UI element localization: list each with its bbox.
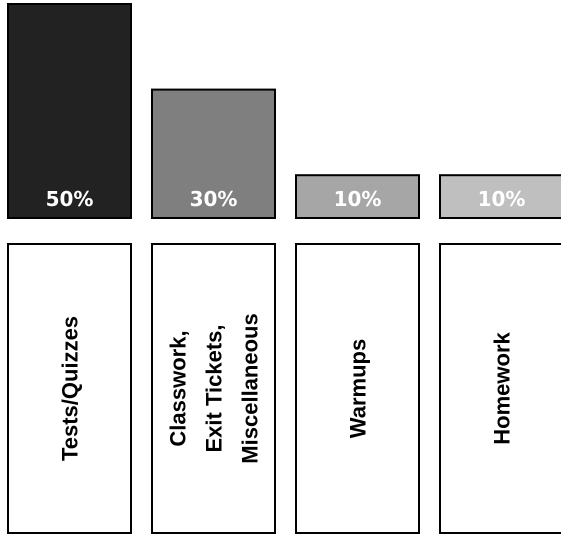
category-label-line: Warmups <box>346 339 371 438</box>
category-label-line: Homework <box>490 332 515 445</box>
bar-3 <box>295 174 420 219</box>
category-label-4: Homework <box>490 332 515 445</box>
category-label-line: Exit Tickets, <box>202 325 227 453</box>
bar-value-label-3: 10% <box>334 187 382 211</box>
category-label-line: Miscellaneous <box>238 313 263 463</box>
bar-value-label-1: 50% <box>46 187 94 211</box>
category-boxes-group: Tests/Quizzes Classwork, Exit Tickets, Misc… <box>7 243 561 534</box>
category-label-1: Tests/Quizzes <box>58 316 83 461</box>
category-label-line: Tests/Quizzes <box>58 316 83 461</box>
category-box-3 <box>295 243 420 534</box>
category-box-1 <box>7 243 132 534</box>
bar-4 <box>439 174 561 219</box>
bar-value-label-2: 30% <box>190 187 238 211</box>
bar-2 <box>151 88 276 219</box>
category-box-2 <box>151 243 276 534</box>
category-label-line: Classwork, <box>166 330 191 446</box>
category-box-4 <box>439 243 561 534</box>
bar-value-label-4: 10% <box>478 187 526 211</box>
bar-1 <box>7 3 132 219</box>
bars-group: 50% 30% 10% 10% <box>7 3 561 219</box>
category-label-2: Classwork, Exit Tickets, Miscellaneous <box>166 313 263 463</box>
category-label-3: Warmups <box>346 339 371 438</box>
